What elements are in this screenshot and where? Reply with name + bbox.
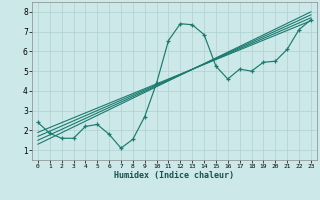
- X-axis label: Humidex (Indice chaleur): Humidex (Indice chaleur): [115, 171, 234, 180]
